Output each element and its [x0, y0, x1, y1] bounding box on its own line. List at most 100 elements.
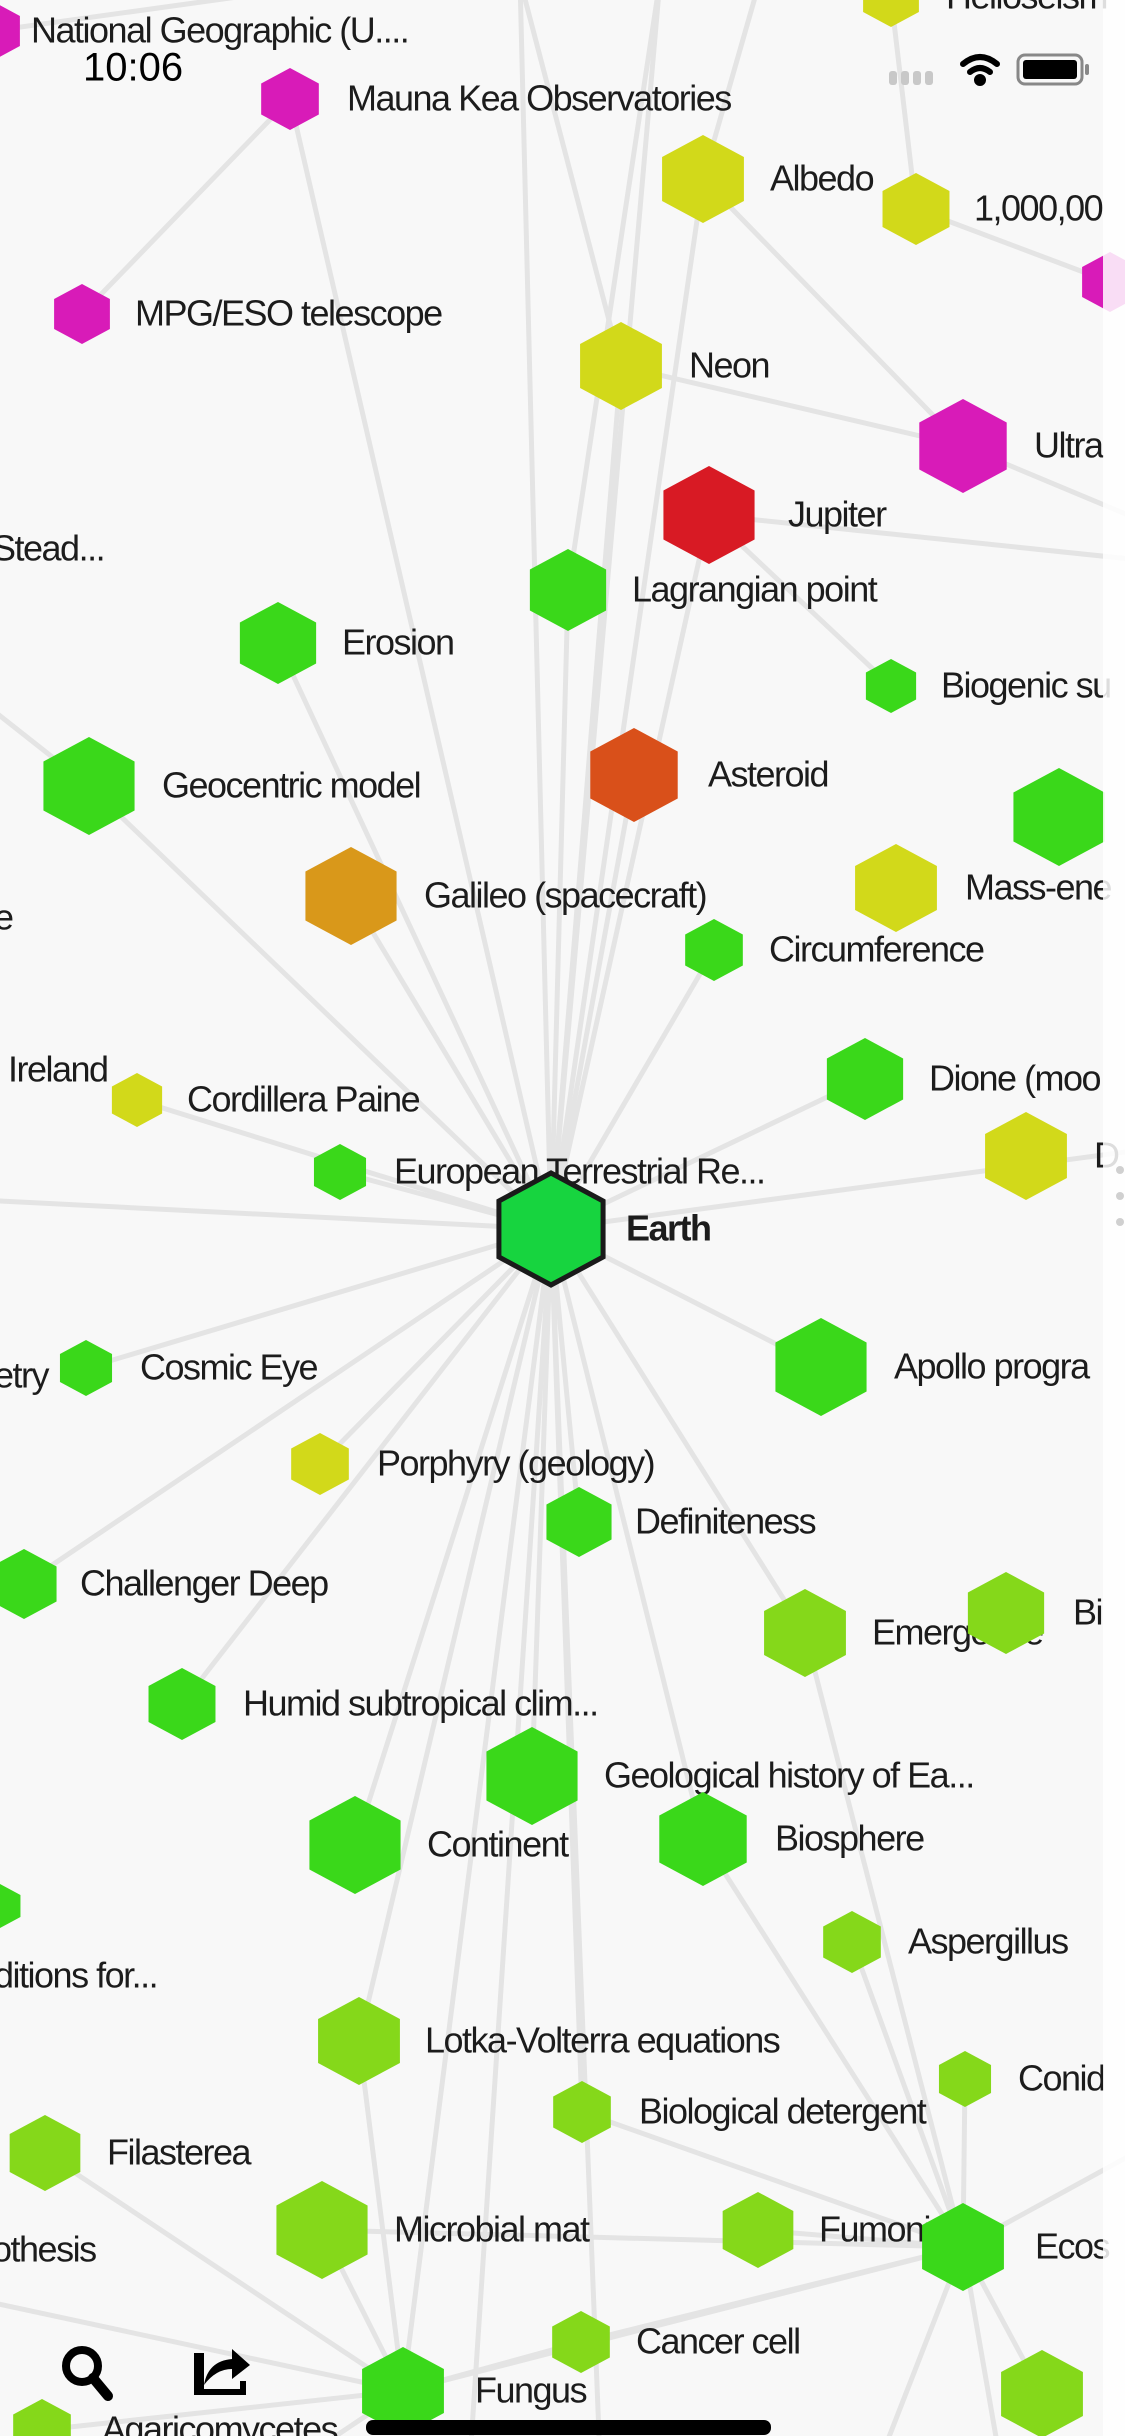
node-label[interactable]: Conid — [1018, 2058, 1106, 2099]
graph-node[interactable]: Biosphere — [659, 1792, 926, 1886]
graph-node[interactable]: Geological history of Ea... — [486, 1727, 975, 1825]
node-label[interactable]: Asteroid — [708, 754, 830, 795]
node-hexagon[interactable] — [967, 1572, 1045, 1654]
node-label[interactable]: Agaricomycetes — [102, 2409, 339, 2436]
graph-node[interactable]: Ultra — [919, 399, 1106, 493]
graph-node[interactable]: Dione (moo — [826, 1038, 1102, 1120]
graph-node[interactable]: Ireland — [8, 1049, 109, 1090]
node-hexagon[interactable] — [580, 322, 662, 410]
graph-node[interactable]: 1,000,00 — [882, 173, 1104, 245]
scroll-handle[interactable] — [1116, 1166, 1124, 1226]
node-hexagon[interactable] — [1013, 768, 1105, 866]
graph-node[interactable]: Circumference — [685, 919, 986, 981]
node-label[interactable]: Ireland — [8, 1049, 109, 1090]
node-hexagon[interactable] — [553, 2081, 611, 2143]
graph-node[interactable]: Cancer cell — [552, 2311, 801, 2373]
node-label[interactable]: Aspergillus — [908, 1921, 1070, 1962]
node-label[interactable]: Fungus — [475, 2370, 588, 2411]
node-label[interactable]: Apollo progra — [894, 1346, 1093, 1387]
share-icon[interactable] — [194, 2349, 250, 2395]
node-label[interactable]: Mauna Kea Observatories — [347, 78, 733, 119]
node-label[interactable]: Biogenic su — [941, 665, 1112, 706]
node-label[interactable]: Challenger Deep — [80, 1563, 330, 1604]
graph-node[interactable] — [0, 1884, 21, 1928]
node-hexagon[interactable] — [764, 1589, 846, 1677]
graph-node[interactable]: Definiteness — [546, 1487, 817, 1557]
node-label[interactable]: Cancer cell — [636, 2321, 801, 2362]
graph-node[interactable]: Erosion — [239, 602, 455, 684]
graph-node[interactable]: Galileo (spacecraft) — [305, 847, 708, 945]
node-hexagon[interactable] — [529, 549, 607, 631]
node-label[interactable]: Neon — [689, 345, 771, 386]
node-label[interactable]: Filasterea — [107, 2132, 254, 2173]
node-hexagon[interactable] — [496, 1170, 606, 1288]
node-hexagon[interactable] — [663, 466, 755, 564]
node-label[interactable]: e — [0, 897, 15, 938]
node-hexagon[interactable] — [276, 2181, 368, 2279]
graph-node[interactable]: e — [0, 897, 15, 938]
node-label[interactable]: Erosion — [342, 622, 455, 663]
graph-node[interactable]: Challenger Deep — [0, 1549, 330, 1619]
node-label[interactable]: Biosphere — [775, 1818, 926, 1859]
node-hexagon[interactable] — [59, 1340, 113, 1396]
node-hexagon[interactable] — [826, 1038, 904, 1120]
graph-node[interactable]: Albedo — [662, 135, 875, 223]
graph-node[interactable]: Biological detergent — [553, 2081, 928, 2143]
graph-node[interactable]: Continent — [309, 1796, 571, 1894]
node-hexagon[interactable] — [318, 1997, 400, 2085]
node-label[interactable]: MPG/ESO telescope — [135, 293, 444, 334]
graph-node[interactable]: Jupiter — [663, 466, 889, 564]
graph-node[interactable]: Humid subtropical clim... — [148, 1668, 599, 1740]
node-hexagon[interactable] — [552, 2311, 610, 2373]
graph-node[interactable]: Ecos — [922, 2203, 1111, 2291]
node-label[interactable]: Lagrangian point — [632, 569, 879, 610]
graph-node[interactable]: Bi — [967, 1572, 1104, 1654]
node-hexagon[interactable] — [305, 847, 397, 945]
node-label[interactable]: Ecos — [1035, 2226, 1111, 2267]
node-hexagon[interactable] — [938, 2051, 992, 2107]
graph-node[interactable]: Neon — [580, 322, 771, 410]
node-hexagon[interactable] — [1001, 2350, 1083, 2436]
node-hexagon[interactable] — [922, 2203, 1004, 2291]
search-icon[interactable] — [62, 2346, 113, 2401]
node-label[interactable]: Mass-ene — [965, 867, 1113, 908]
graph-node[interactable]: European Terrestrial Re... — [313, 1144, 766, 1200]
node-label[interactable]: Geological history of Ea... — [604, 1755, 975, 1796]
graph-node-selected[interactable]: Earth — [496, 1170, 712, 1288]
node-hexagon[interactable] — [309, 1796, 401, 1894]
node-label[interactable]: Albedo — [770, 158, 875, 199]
graph-node[interactable]: Biogenic su — [865, 659, 1112, 713]
node-hexagon[interactable] — [985, 1112, 1067, 1200]
node-hexagon[interactable] — [546, 1487, 612, 1557]
node-hexagon[interactable] — [43, 737, 135, 835]
home-indicator[interactable] — [366, 2420, 771, 2435]
node-hexagon[interactable] — [148, 1668, 216, 1740]
node-hexagon[interactable] — [111, 1073, 163, 1127]
node-label[interactable]: Jupiter — [788, 494, 889, 535]
graph-node[interactable]: Filasterea — [9, 2115, 254, 2191]
node-hexagon[interactable] — [775, 1318, 867, 1416]
node-label[interactable]: Cosmic Eye — [140, 1347, 319, 1388]
node-hexagon[interactable] — [54, 284, 110, 344]
node-label[interactable]: Lotka-Volterra equations — [425, 2020, 781, 2061]
node-hexagon[interactable] — [261, 68, 319, 130]
graph-node[interactable] — [1001, 2350, 1083, 2436]
node-hexagon[interactable] — [722, 2192, 794, 2268]
node-label[interactable]: Microbial mat — [394, 2209, 592, 2250]
graph-node[interactable]: Aspergillus — [823, 1911, 1070, 1973]
graph-node[interactable]: Mass-ene — [855, 844, 1113, 932]
graph-node[interactable]: Fungus — [362, 2347, 588, 2435]
graph-node[interactable]: Conid — [938, 2051, 1106, 2107]
node-label[interactable]: European Terrestrial Re... — [394, 1151, 766, 1192]
node-label[interactable]: Dione (moo — [929, 1058, 1102, 1099]
node-hexagon[interactable] — [863, 0, 919, 27]
node-hexagon[interactable] — [865, 659, 917, 713]
node-hexagon[interactable] — [590, 728, 678, 822]
node-hexagon[interactable] — [685, 919, 743, 981]
graph-node[interactable]: Lotka-Volterra equations — [318, 1997, 781, 2085]
graph-node[interactable]: Cordillera Paine — [111, 1073, 421, 1127]
node-label[interactable]: Porphyry (geology) — [377, 1443, 656, 1484]
node-hexagon[interactable] — [13, 2399, 71, 2436]
graph-node[interactable]: D — [985, 1112, 1121, 1200]
graph-node[interactable]: Stead... — [0, 528, 106, 569]
